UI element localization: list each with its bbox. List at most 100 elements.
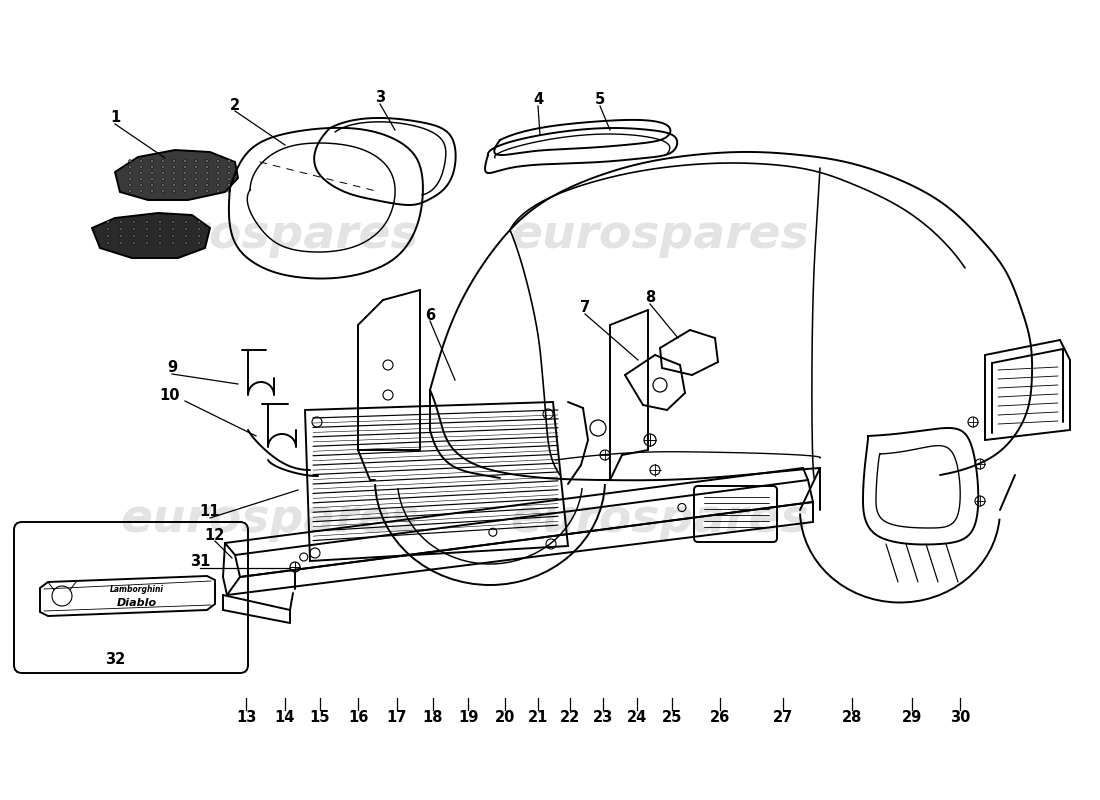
- Text: 28: 28: [842, 710, 862, 726]
- Text: 2: 2: [230, 98, 240, 113]
- Text: 30: 30: [949, 710, 970, 726]
- Circle shape: [162, 190, 165, 193]
- Circle shape: [158, 221, 162, 223]
- Text: 3: 3: [375, 90, 385, 106]
- Text: 6: 6: [425, 307, 436, 322]
- Circle shape: [206, 159, 209, 162]
- Circle shape: [228, 178, 231, 181]
- Circle shape: [195, 183, 198, 186]
- Circle shape: [107, 234, 110, 238]
- Circle shape: [120, 221, 122, 223]
- Circle shape: [132, 221, 135, 223]
- Text: 10: 10: [160, 387, 180, 402]
- Circle shape: [140, 166, 143, 169]
- Text: 31: 31: [190, 554, 210, 570]
- Circle shape: [151, 159, 154, 162]
- Circle shape: [140, 171, 143, 174]
- Circle shape: [145, 221, 149, 223]
- Polygon shape: [116, 150, 238, 200]
- Circle shape: [217, 183, 220, 186]
- Circle shape: [132, 227, 135, 230]
- Circle shape: [206, 183, 209, 186]
- Circle shape: [158, 234, 162, 238]
- Circle shape: [158, 242, 162, 245]
- Text: 4: 4: [532, 93, 543, 107]
- Circle shape: [228, 171, 231, 174]
- Text: 14: 14: [275, 710, 295, 726]
- Text: 18: 18: [422, 710, 443, 726]
- Circle shape: [184, 159, 187, 162]
- Circle shape: [195, 190, 198, 193]
- Circle shape: [184, 190, 187, 193]
- Text: 20: 20: [495, 710, 515, 726]
- Text: 1: 1: [110, 110, 120, 126]
- Circle shape: [129, 190, 132, 193]
- Circle shape: [132, 242, 135, 245]
- Circle shape: [217, 171, 220, 174]
- Circle shape: [173, 183, 176, 186]
- Circle shape: [217, 190, 220, 193]
- Circle shape: [185, 242, 187, 245]
- Text: 27: 27: [773, 710, 793, 726]
- Text: 29: 29: [902, 710, 922, 726]
- Circle shape: [151, 178, 154, 181]
- Circle shape: [184, 166, 187, 169]
- Circle shape: [217, 166, 220, 169]
- Circle shape: [120, 242, 122, 245]
- Text: 32: 32: [104, 653, 125, 667]
- Text: eurospares: eurospares: [510, 498, 810, 542]
- Circle shape: [195, 159, 198, 162]
- Circle shape: [184, 178, 187, 181]
- Text: eurospares: eurospares: [121, 498, 419, 542]
- Circle shape: [129, 183, 132, 186]
- Text: 7: 7: [580, 301, 590, 315]
- Text: 25: 25: [662, 710, 682, 726]
- Circle shape: [173, 159, 176, 162]
- Circle shape: [172, 234, 175, 238]
- Circle shape: [173, 190, 176, 193]
- Circle shape: [140, 178, 143, 181]
- Text: 15: 15: [310, 710, 330, 726]
- Text: 22: 22: [560, 710, 580, 726]
- Circle shape: [172, 227, 175, 230]
- Circle shape: [145, 242, 149, 245]
- Circle shape: [172, 221, 175, 223]
- Text: 24: 24: [627, 710, 647, 726]
- Circle shape: [107, 242, 110, 245]
- Circle shape: [206, 171, 209, 174]
- Circle shape: [228, 190, 231, 193]
- Circle shape: [129, 171, 132, 174]
- Text: 11: 11: [200, 505, 220, 519]
- Circle shape: [140, 159, 143, 162]
- Text: 16: 16: [348, 710, 369, 726]
- Circle shape: [151, 171, 154, 174]
- Circle shape: [162, 183, 165, 186]
- Text: 8: 8: [645, 290, 656, 306]
- Circle shape: [140, 183, 143, 186]
- Circle shape: [217, 159, 220, 162]
- Circle shape: [228, 159, 231, 162]
- Circle shape: [206, 190, 209, 193]
- Polygon shape: [92, 213, 210, 258]
- Circle shape: [173, 178, 176, 181]
- Circle shape: [120, 227, 122, 230]
- Circle shape: [140, 190, 143, 193]
- Circle shape: [129, 178, 132, 181]
- Circle shape: [228, 166, 231, 169]
- Circle shape: [206, 166, 209, 169]
- Text: 5: 5: [595, 93, 605, 107]
- Circle shape: [198, 234, 200, 238]
- Circle shape: [132, 234, 135, 238]
- Circle shape: [107, 227, 110, 230]
- Text: 19: 19: [458, 710, 478, 726]
- Text: eurospares: eurospares: [121, 213, 419, 258]
- Circle shape: [107, 221, 110, 223]
- Circle shape: [185, 221, 187, 223]
- Circle shape: [145, 234, 149, 238]
- Text: 12: 12: [205, 527, 225, 542]
- Circle shape: [162, 178, 165, 181]
- Text: 17: 17: [387, 710, 407, 726]
- Circle shape: [195, 166, 198, 169]
- Text: 13: 13: [235, 710, 256, 726]
- Circle shape: [173, 166, 176, 169]
